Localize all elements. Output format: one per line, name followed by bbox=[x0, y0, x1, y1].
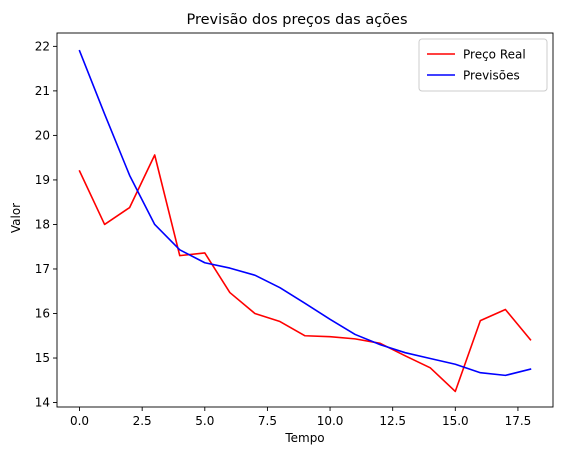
chart-title: Previsão dos preços das ações bbox=[186, 12, 407, 28]
x-tick-label: 2.5 bbox=[133, 414, 152, 428]
y-tick-label: 19 bbox=[35, 173, 50, 187]
legend: Preço Real Previsões bbox=[418, 38, 548, 92]
legend-box bbox=[418, 38, 548, 92]
y-tick-label: 21 bbox=[35, 84, 50, 98]
x-tick-label: 0.0 bbox=[70, 414, 89, 428]
y-tick-label: 14 bbox=[35, 396, 50, 410]
x-tick-label: 17.5 bbox=[505, 414, 532, 428]
x-axis: 0.0 2.5 5.0 7.5 10.0 12.5 15.0 17.5 bbox=[70, 407, 531, 428]
x-tick-label: 12.5 bbox=[379, 414, 406, 428]
y-axis-title: Valor bbox=[9, 203, 23, 233]
y-tick-label: 18 bbox=[35, 218, 50, 232]
x-tick-label: 5.0 bbox=[195, 414, 214, 428]
x-axis-title: Tempo bbox=[284, 431, 324, 445]
x-tick-label: 15.0 bbox=[442, 414, 469, 428]
series-line-1 bbox=[78, 154, 532, 393]
y-tick-label: 22 bbox=[35, 40, 50, 54]
y-axis: 14 15 16 17 18 19 20 21 22 bbox=[35, 40, 57, 410]
y-tick-label: 17 bbox=[35, 262, 50, 276]
x-tick-label: 10.0 bbox=[317, 414, 344, 428]
y-tick-label: 15 bbox=[35, 351, 50, 365]
plot-area bbox=[56, 32, 554, 408]
x-tick-label: 7.5 bbox=[258, 414, 277, 428]
legend-label-1: Preço Real bbox=[463, 47, 526, 61]
legend-label-2: Previsões bbox=[463, 68, 520, 82]
y-tick-label: 20 bbox=[35, 129, 50, 143]
plot-frame bbox=[56, 32, 554, 408]
series-line-2 bbox=[78, 49, 532, 377]
y-tick-label: 16 bbox=[35, 307, 50, 321]
